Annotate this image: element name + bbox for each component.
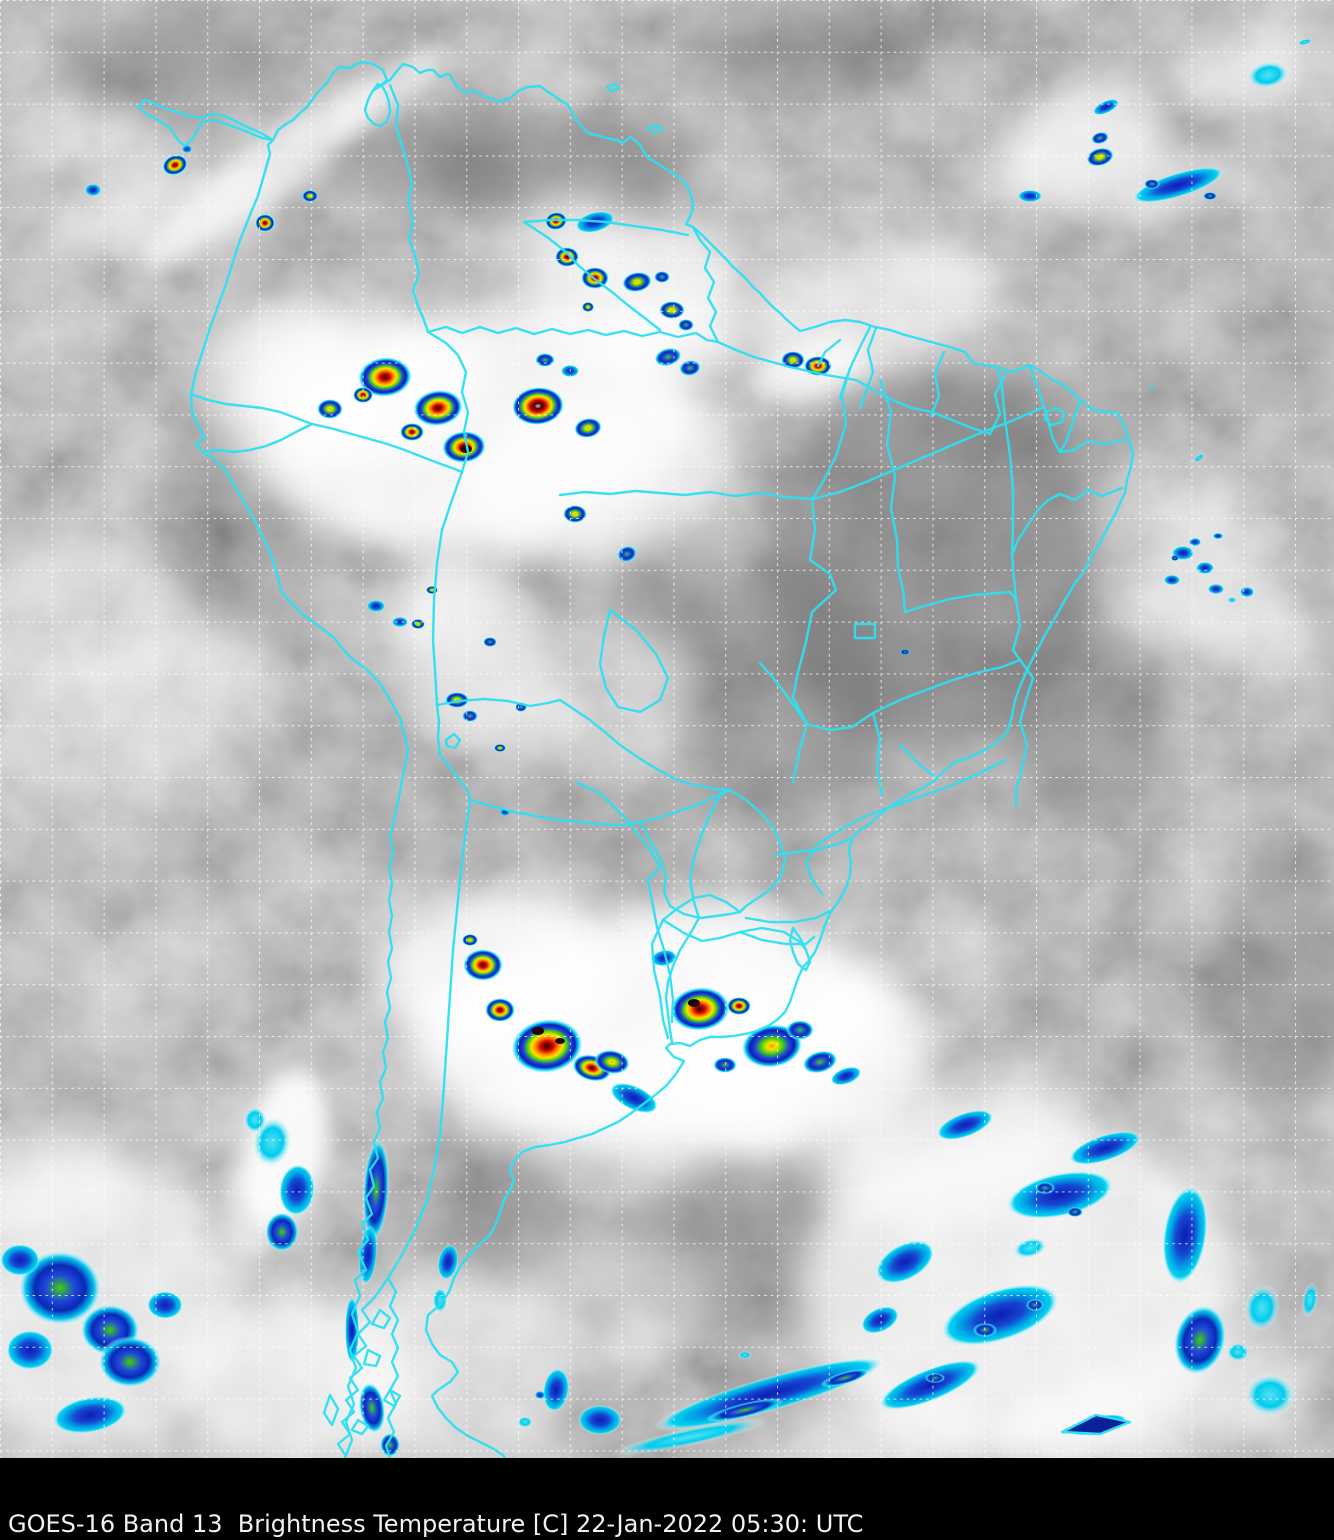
island-marajo [1043, 406, 1066, 427]
satellite-image [0, 0, 1334, 1458]
border-paraguay-brazil [728, 788, 787, 914]
state-border-amazonas-para [791, 366, 852, 784]
state-border-rj [898, 743, 935, 777]
map-borders [136, 60, 1135, 1458]
border-peru-bolivia [435, 703, 442, 757]
caption-bar: GOES-16 Band 13 Brightness Temperature [… [0, 1458, 1334, 1540]
latlon-grid [0, 0, 1334, 1458]
border-colombia-ecuador [189, 392, 314, 426]
border-suriname-frguiana [929, 350, 946, 418]
river-paraguay-parana [664, 790, 724, 1044]
border-guyana-suriname [858, 326, 878, 410]
border-venezuela-brazil [426, 325, 720, 344]
state-border-saopaulo-parana [773, 836, 854, 857]
river-bermejo [575, 781, 675, 1024]
border-bolivia-brazil [435, 697, 732, 792]
ilha-do-bananal [853, 622, 877, 640]
border-peru-brazil [431, 470, 464, 707]
island-trinidad [646, 123, 664, 135]
island-sliver-south-atlantic [1060, 1413, 1132, 1436]
border-colombia-brazil [426, 330, 470, 474]
island-margarita [605, 82, 621, 93]
border-colombia-peru [310, 422, 464, 474]
chile-fjords-1 [336, 1295, 377, 1458]
border-chile-bolivia [438, 753, 472, 802]
state-border-parana-sc [744, 909, 832, 924]
border-bolivia-argentina [468, 798, 642, 827]
chile-fjords-islands [322, 1308, 402, 1436]
lagoa-dos-patos [788, 926, 812, 972]
state-border-minas-saopaulo [804, 758, 1008, 896]
border-paraguay-argentina [638, 820, 742, 920]
state-border-sc-rs [738, 930, 816, 946]
state-border-para-maranhao [878, 378, 907, 614]
caption-text: GOES-16 Band 13 Brightness Temperature [… [8, 1510, 864, 1538]
river-orinoco [522, 218, 690, 332]
state-border-ceara-rn [1058, 398, 1082, 454]
state-border-para-tocantins [903, 590, 1018, 614]
border-bolivia-paraguay [638, 788, 732, 824]
border-venezuela-guyana [691, 225, 720, 344]
coastline-south-america [136, 60, 1135, 1458]
state-border-maranhao-piaui [995, 365, 1018, 602]
border-argentina-brazil-misiones [661, 893, 742, 922]
state-border-rondonia [598, 608, 670, 714]
state-border-bahia-tocantins [1011, 598, 1035, 808]
border-chile-argentina [373, 798, 472, 1299]
state-border-paraiba [1058, 438, 1128, 454]
border-ecuador-peru [201, 422, 314, 454]
state-border-piaui-ceara [1028, 365, 1062, 454]
state-border-matogrosso-goias [758, 661, 884, 798]
lake-maracaibo [363, 82, 392, 128]
border-argentina-uruguay [650, 918, 670, 1040]
border-guianas-brazil [716, 340, 992, 436]
lake-titicaca [444, 732, 462, 750]
state-border-goias-minas [871, 658, 1022, 715]
border-colombia-venezuela [388, 83, 430, 334]
river-amazon [558, 406, 1044, 501]
chile-fjords-2 [384, 1276, 400, 1458]
state-border-pernambuco [1010, 486, 1124, 557]
